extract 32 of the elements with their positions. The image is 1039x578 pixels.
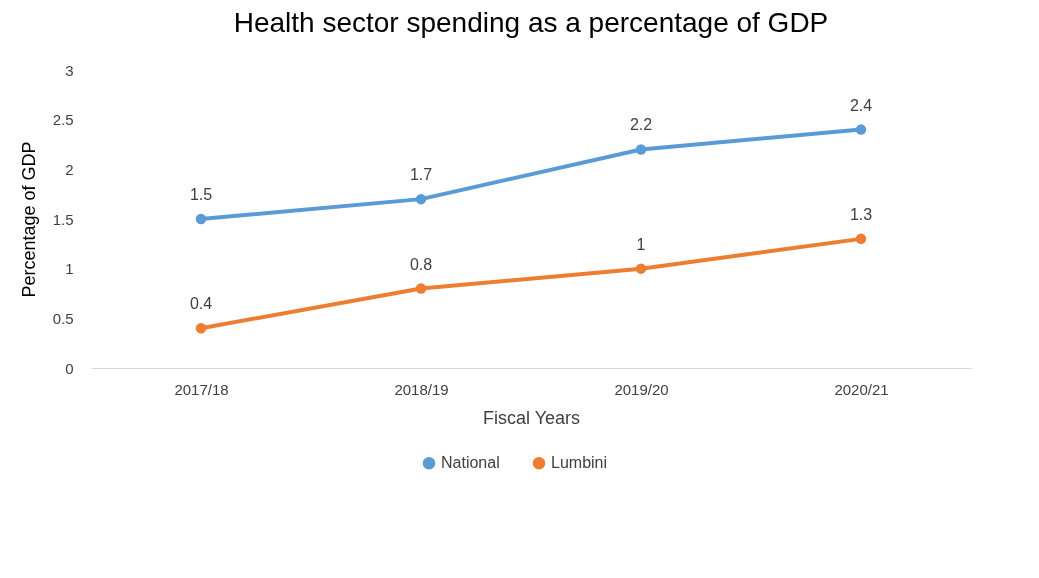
y-tick-label: 0.5 [52,309,74,327]
point [635,144,647,155]
point [855,124,867,135]
y-tick-label: 1.5 [52,210,74,228]
point [195,213,207,225]
point [635,263,647,274]
point [195,323,207,334]
data-label: 1 [636,235,646,253]
x-tick-label: 2017/18 [174,380,229,398]
y-tick-label: 2 [65,160,74,178]
chart-title: Health sector spending as a percentage of GDP [233,7,829,38]
data-label: 1.5 [189,186,213,203]
data-label: 2.4 [849,96,873,114]
data-label: 0.4 [189,295,213,313]
x-tick-label: 2018/19 [394,380,449,398]
x-axis-title: Fiscal Years [482,407,581,428]
data-label: 0.8 [409,255,433,273]
y-axis-title: Percentage of GDP [18,141,39,298]
point [415,193,427,205]
data-label: 1.7 [409,166,433,184]
legend-label: National [441,454,500,472]
data-label: 2.2 [629,116,653,134]
y-tick-label: 2.5 [52,111,74,129]
point [855,233,867,245]
x-tick-label: 2020/21 [834,380,889,398]
y-tick-label: 1 [65,260,74,278]
data-label: 1.3 [849,205,873,223]
x-tick-label: 2019/20 [614,380,669,398]
point [415,283,427,294]
legend-label: Lumbini [551,454,608,472]
y-tick-label: 0 [65,359,74,377]
y-tick-label: 3 [65,61,74,79]
